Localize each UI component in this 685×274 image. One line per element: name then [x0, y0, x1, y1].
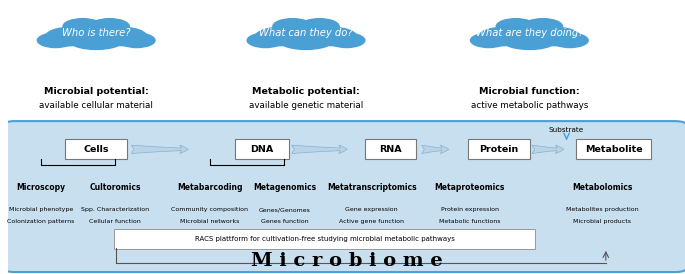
Text: Genes/Genomes: Genes/Genomes — [258, 207, 310, 212]
Text: Community composition: Community composition — [171, 207, 249, 212]
Text: Microbial networks: Microbial networks — [180, 219, 240, 224]
FancyBboxPatch shape — [65, 139, 127, 159]
Ellipse shape — [61, 21, 132, 45]
Ellipse shape — [62, 18, 103, 35]
Ellipse shape — [495, 18, 536, 35]
Text: Gene expression: Gene expression — [345, 207, 398, 212]
Text: Cultoromics: Cultoromics — [89, 183, 141, 192]
Ellipse shape — [255, 27, 303, 46]
Text: RACS plattform for cultivation-free studying microbial metabolic pathways: RACS plattform for cultivation-free stud… — [195, 236, 455, 242]
Ellipse shape — [272, 18, 313, 35]
Ellipse shape — [247, 32, 284, 48]
Ellipse shape — [551, 32, 589, 48]
Text: What can they do?: What can they do? — [259, 28, 353, 38]
Ellipse shape — [69, 32, 123, 50]
Ellipse shape — [45, 27, 93, 46]
Text: Cellular function: Cellular function — [89, 219, 141, 224]
Text: Active gene function: Active gene function — [339, 219, 404, 224]
Text: Genes function: Genes function — [260, 219, 308, 224]
Ellipse shape — [478, 27, 527, 46]
Ellipse shape — [327, 32, 366, 48]
Text: Microbial products: Microbial products — [573, 219, 632, 224]
Ellipse shape — [90, 18, 130, 35]
Text: active metabolic pathways: active metabolic pathways — [471, 101, 588, 110]
FancyBboxPatch shape — [114, 229, 535, 249]
Text: Substrate: Substrate — [549, 127, 584, 133]
Text: Metabolite: Metabolite — [585, 145, 643, 154]
Ellipse shape — [271, 21, 341, 45]
Ellipse shape — [299, 18, 340, 35]
Ellipse shape — [118, 32, 155, 48]
FancyBboxPatch shape — [365, 139, 416, 159]
Polygon shape — [55, 123, 641, 136]
Text: Microbial potential:: Microbial potential: — [44, 87, 149, 96]
Text: Metabolic potential:: Metabolic potential: — [252, 87, 360, 96]
Text: Microbial phenotype: Microbial phenotype — [9, 207, 73, 212]
Ellipse shape — [532, 27, 581, 46]
Text: Metaproteomics: Metaproteomics — [434, 183, 505, 192]
Text: Metabolomics: Metabolomics — [572, 183, 633, 192]
Ellipse shape — [309, 27, 358, 46]
FancyBboxPatch shape — [234, 139, 290, 159]
Text: Metabolites production: Metabolites production — [566, 207, 638, 212]
Ellipse shape — [279, 32, 333, 50]
Ellipse shape — [36, 32, 75, 48]
Text: Metabarcoding: Metabarcoding — [177, 183, 242, 192]
Text: M i c r o b i o m e: M i c r o b i o m e — [251, 252, 443, 270]
FancyBboxPatch shape — [468, 139, 530, 159]
Ellipse shape — [502, 32, 556, 50]
FancyBboxPatch shape — [3, 121, 685, 272]
Text: Metabolic functions: Metabolic functions — [439, 219, 501, 224]
Text: Metagenomics: Metagenomics — [253, 183, 316, 192]
Text: Metatranscriptomics: Metatranscriptomics — [327, 183, 416, 192]
Text: Who is there?: Who is there? — [62, 28, 130, 38]
Text: Protein: Protein — [479, 145, 519, 154]
Text: Spp. Characterization: Spp. Characterization — [81, 207, 149, 212]
Text: Microbial function:: Microbial function: — [479, 87, 580, 96]
Ellipse shape — [470, 32, 508, 48]
Text: RNA: RNA — [379, 145, 402, 154]
Ellipse shape — [523, 18, 563, 35]
Text: DNA: DNA — [251, 145, 273, 154]
Text: Colonization patterns: Colonization patterns — [7, 219, 75, 224]
Text: What are they doing?: What are they doing? — [475, 28, 583, 38]
Text: Cells: Cells — [84, 145, 109, 154]
FancyBboxPatch shape — [576, 139, 651, 159]
Text: Microscopy: Microscopy — [16, 183, 65, 192]
Ellipse shape — [99, 27, 148, 46]
Text: available cellular material: available cellular material — [39, 101, 153, 110]
Text: Protein expression: Protein expression — [440, 207, 499, 212]
Text: available genetic material: available genetic material — [249, 101, 363, 110]
Ellipse shape — [494, 21, 564, 45]
